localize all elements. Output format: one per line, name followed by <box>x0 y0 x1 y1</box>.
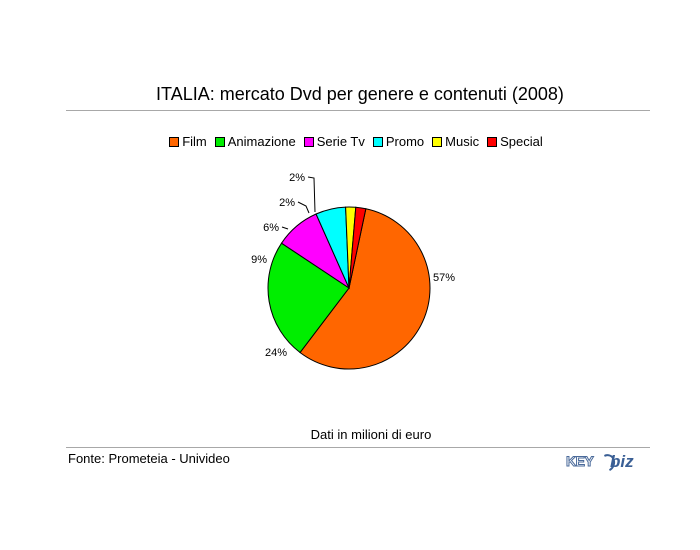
legend-swatch <box>372 136 383 147</box>
data-label: 9% <box>251 254 267 266</box>
bottom-divider <box>66 447 650 448</box>
leader-line <box>281 226 289 230</box>
pie-slice-animazione <box>267 242 350 354</box>
legend-item-serie-tv: Serie Tv <box>303 134 365 149</box>
data-label: 2% <box>279 197 295 209</box>
chart-title: ITALIA: mercato Dvd per genere e contenu… <box>156 84 564 104</box>
legend-label: Promo <box>385 134 425 149</box>
legend-swatch <box>487 136 498 147</box>
legend-item-special: Special <box>487 134 543 149</box>
data-label: 2% <box>289 172 305 184</box>
chart-legend: Film Animazione Serie Tv Promo Music Spe… <box>0 134 700 149</box>
legend-swatch <box>214 136 225 147</box>
legend-swatch <box>432 136 443 147</box>
legend-label: Special <box>500 134 543 149</box>
data-label: 24% <box>265 347 287 359</box>
logo-biz-text: biz <box>610 452 634 471</box>
legend-item-animazione: Animazione <box>214 134 296 149</box>
leader-line <box>297 201 310 214</box>
legend-label: Film <box>182 134 207 149</box>
source-text: Fonte: Prometeia - Univideo <box>68 451 230 466</box>
logo-key-text: KEY <box>565 453 594 470</box>
legend-item-promo: Promo <box>372 134 425 149</box>
pie-slice-special <box>348 206 367 289</box>
data-label: 57% <box>433 272 455 284</box>
legend-label: Animazione <box>227 134 296 149</box>
legend-item-music: Music <box>432 134 479 149</box>
legend-swatch <box>303 136 314 147</box>
legend-label: Music <box>445 134 480 149</box>
legend-swatch <box>169 136 180 147</box>
keybiz-logo: KEY biz <box>565 451 640 475</box>
leader-line <box>307 176 316 213</box>
pie-slice-film <box>299 208 431 370</box>
legend-item-film: Film <box>169 134 207 149</box>
data-label: 6% <box>263 222 279 234</box>
units-note: Dati in milioni di euro <box>310 427 432 442</box>
top-divider <box>66 110 650 111</box>
legend-label: Serie Tv <box>316 134 365 149</box>
